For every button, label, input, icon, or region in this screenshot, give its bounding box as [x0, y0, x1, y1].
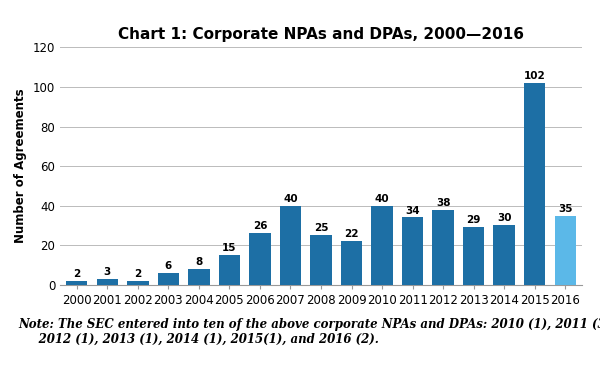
Bar [371, 205, 393, 285]
Text: 3: 3 [104, 267, 111, 277]
Bar [524, 83, 545, 285]
Bar [493, 225, 515, 285]
Text: 38: 38 [436, 197, 451, 208]
Bar [433, 210, 454, 285]
Text: 25: 25 [314, 223, 328, 233]
Text: Note: The SEC entered into ten of the above corporate NPAs and DPAs: 2010 (1), 2: Note: The SEC entered into ten of the ab… [18, 318, 600, 346]
Bar [97, 279, 118, 285]
Text: 102: 102 [524, 71, 545, 81]
Title: Chart 1: Corporate NPAs and DPAs, 2000—2016: Chart 1: Corporate NPAs and DPAs, 2000—2… [118, 27, 524, 42]
Text: 40: 40 [283, 194, 298, 204]
Bar [402, 218, 423, 285]
Text: 34: 34 [405, 205, 420, 215]
Bar [188, 269, 209, 285]
Text: 26: 26 [253, 221, 267, 231]
Bar [249, 233, 271, 285]
Text: 2: 2 [134, 269, 142, 279]
Text: 30: 30 [497, 214, 511, 223]
Bar [341, 241, 362, 285]
Bar [219, 255, 240, 285]
Bar [310, 235, 332, 285]
Y-axis label: Number of Agreements: Number of Agreements [14, 89, 27, 243]
Text: 15: 15 [222, 243, 236, 253]
Text: 8: 8 [195, 257, 203, 267]
Text: 22: 22 [344, 229, 359, 239]
Text: 6: 6 [165, 261, 172, 271]
Bar [66, 281, 88, 285]
Text: 35: 35 [558, 204, 572, 214]
Bar [463, 227, 484, 285]
Bar [554, 215, 576, 285]
Text: 40: 40 [375, 194, 389, 204]
Bar [127, 281, 149, 285]
Text: 2: 2 [73, 269, 80, 279]
Bar [280, 205, 301, 285]
Bar [158, 273, 179, 285]
Text: 29: 29 [466, 215, 481, 225]
